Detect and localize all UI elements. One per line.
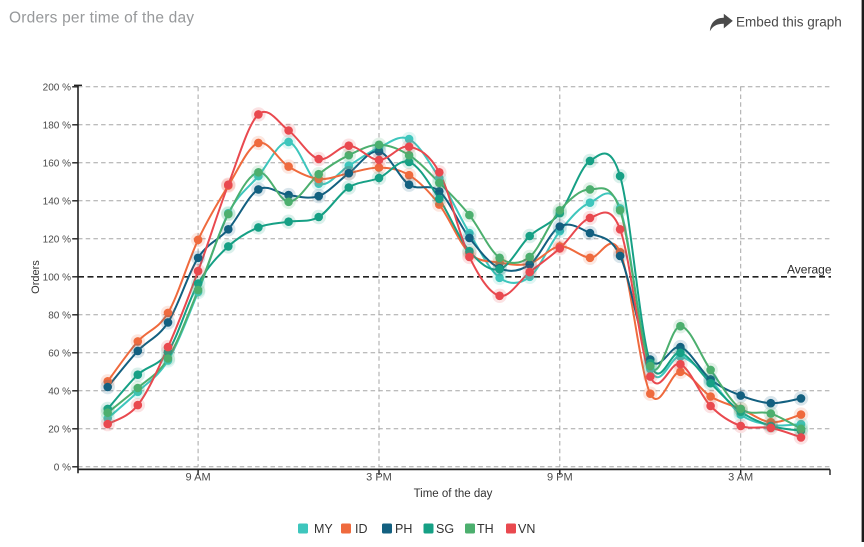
svg-text:TH: TH xyxy=(477,522,494,536)
svg-text:100 %: 100 % xyxy=(43,273,71,284)
svg-text:9 PM: 9 PM xyxy=(547,472,573,484)
svg-text:180 %: 180 % xyxy=(43,121,71,132)
svg-text:200 %: 200 % xyxy=(43,83,71,94)
svg-text:Orders per time of the day: Orders per time of the day xyxy=(9,10,194,27)
svg-text:SG: SG xyxy=(436,522,454,536)
svg-text:40 %: 40 % xyxy=(48,387,71,398)
svg-text:MY: MY xyxy=(314,522,333,536)
svg-text:3 PM: 3 PM xyxy=(366,472,392,484)
svg-text:140 %: 140 % xyxy=(43,197,71,208)
svg-text:PH: PH xyxy=(395,522,412,536)
svg-text:Time of the day: Time of the day xyxy=(414,488,493,500)
svg-text:ID: ID xyxy=(355,522,368,536)
svg-text:VN: VN xyxy=(518,522,535,536)
svg-text:Embed this graph: Embed this graph xyxy=(736,15,842,30)
svg-text:60 %: 60 % xyxy=(48,349,71,360)
svg-text:0 %: 0 % xyxy=(54,463,71,474)
svg-text:160 %: 160 % xyxy=(43,159,71,170)
svg-text:Orders: Orders xyxy=(30,260,42,294)
svg-text:3 AM: 3 AM xyxy=(728,472,753,484)
svg-text:Average: Average xyxy=(787,263,832,277)
svg-text:120 %: 120 % xyxy=(43,235,71,246)
svg-text:9 AM: 9 AM xyxy=(186,472,211,484)
svg-text:80 %: 80 % xyxy=(48,311,71,322)
svg-text:20 %: 20 % xyxy=(48,425,71,436)
